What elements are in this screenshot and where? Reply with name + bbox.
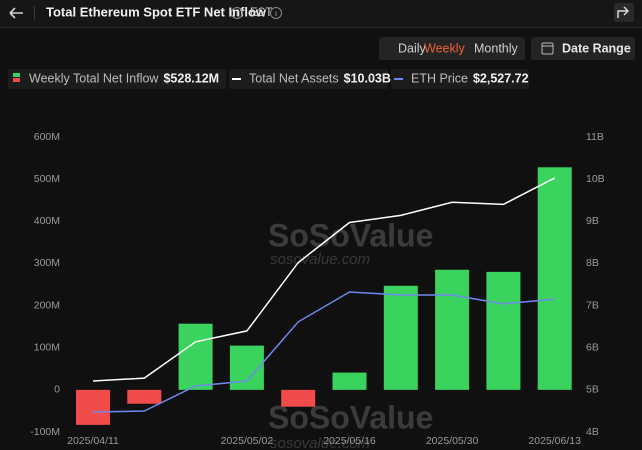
period-button[interactable]: Weekly xyxy=(424,41,466,55)
x-tick-label: 2025/05/16 xyxy=(323,435,376,447)
info-icon[interactable] xyxy=(270,7,282,19)
y2-tick-label: 5B xyxy=(586,384,599,396)
back-button[interactable] xyxy=(9,7,23,19)
y2-tick-label: 9B xyxy=(586,215,599,227)
watermark-url: sosovalue.com xyxy=(270,435,370,450)
period-button[interactable]: Monthly xyxy=(474,41,519,55)
bar xyxy=(332,372,367,390)
bar xyxy=(383,285,418,390)
legend-value: $10.03B xyxy=(344,71,391,85)
bar xyxy=(537,167,572,390)
x-tick-label: 2025/05/02 xyxy=(221,435,274,447)
legend-item[interactable] xyxy=(8,69,226,89)
y-tick-label: 0 xyxy=(54,384,60,396)
y-tick-label: 300M xyxy=(34,257,60,269)
legend-item[interactable] xyxy=(229,69,388,89)
legend-name: Total Net Assets xyxy=(249,71,339,85)
y2-tick-label: 11B xyxy=(586,131,604,143)
x-tick-label: 2025/04/11 xyxy=(67,435,119,447)
x-tick-label: 2025/06/13 xyxy=(528,435,581,447)
legend-value: $2,527.72 xyxy=(473,71,529,85)
y-tick-label: 200M xyxy=(34,299,60,311)
share-button[interactable] xyxy=(614,3,634,22)
header-bar xyxy=(0,0,642,27)
y-tick-label: 400M xyxy=(34,215,60,227)
y2-tick-label: 10B xyxy=(586,173,605,185)
legend-swatch xyxy=(13,73,20,77)
chart-title: Total Ethereum Spot ETF Net Inflow xyxy=(46,4,267,19)
period-toggle xyxy=(379,37,525,60)
y2-tick-label: 6B xyxy=(586,341,599,353)
bar xyxy=(127,389,162,404)
y-tick-label: 100M xyxy=(34,341,60,353)
bar xyxy=(281,389,316,407)
y-tick-label: 600M xyxy=(34,131,60,143)
legend-name: Weekly Total Net Inflow xyxy=(29,71,159,85)
line-series xyxy=(92,177,556,382)
bar xyxy=(435,269,470,390)
date-range-label[interactable]: Date Range xyxy=(562,41,631,55)
y2-tick-label: 4B xyxy=(586,426,599,438)
y2-tick-label: 7B xyxy=(586,299,599,311)
watermark-url: sosovalue.com xyxy=(270,251,370,268)
date-range-button[interactable] xyxy=(531,37,635,60)
y2-tick-label: 8B xyxy=(586,257,599,269)
watermark: SoSoValue xyxy=(268,217,433,253)
period-button[interactable]: Daily xyxy=(398,41,427,55)
y-tick-label: 500M xyxy=(34,173,60,185)
y-tick-label: -100M xyxy=(30,426,60,438)
legend-item[interactable] xyxy=(391,69,529,89)
bar xyxy=(486,271,521,390)
line-series xyxy=(92,291,555,413)
bar xyxy=(76,389,110,425)
legend-swatch xyxy=(13,78,20,82)
bar xyxy=(178,323,213,390)
x-tick-label: 2025/05/30 xyxy=(426,435,479,447)
legend-value: $528.12M xyxy=(163,71,219,85)
legend-name: ETH Price xyxy=(411,71,468,85)
info-icon[interactable] xyxy=(231,7,243,19)
timezone[interactable]: EST xyxy=(250,7,272,19)
